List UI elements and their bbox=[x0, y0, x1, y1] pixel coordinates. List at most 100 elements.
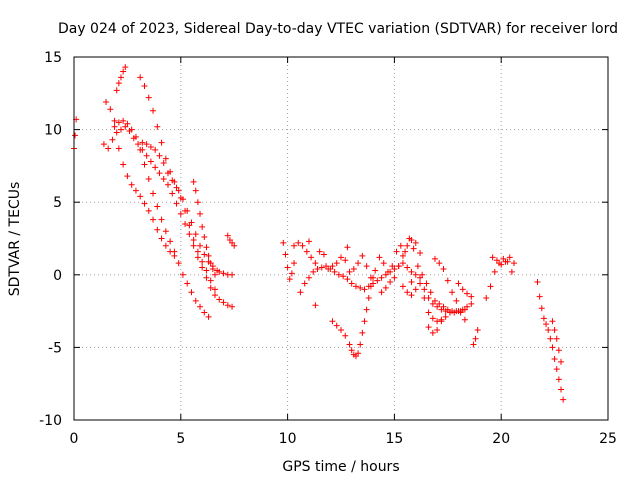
data-point bbox=[346, 341, 353, 348]
data-point bbox=[370, 274, 377, 281]
data-point bbox=[132, 187, 139, 194]
data-point bbox=[203, 274, 210, 281]
data-point bbox=[137, 74, 144, 81]
data-point bbox=[438, 306, 445, 313]
data-point bbox=[107, 106, 114, 113]
data-point bbox=[301, 280, 308, 287]
series-outliers bbox=[305, 238, 415, 309]
data-point bbox=[461, 316, 468, 323]
data-point bbox=[145, 207, 152, 214]
data-point bbox=[412, 271, 419, 278]
data-point bbox=[143, 141, 150, 148]
data-point bbox=[558, 358, 565, 365]
series-s11 bbox=[291, 235, 468, 315]
data-point bbox=[421, 295, 428, 302]
data-point bbox=[211, 271, 218, 278]
data-point bbox=[158, 235, 165, 242]
x-tick-label: 20 bbox=[492, 431, 510, 447]
data-point bbox=[207, 284, 214, 291]
data-point bbox=[436, 260, 443, 267]
data-point bbox=[412, 239, 419, 246]
data-point bbox=[128, 126, 135, 133]
data-point bbox=[113, 129, 120, 136]
data-point bbox=[361, 286, 368, 293]
data-point bbox=[425, 324, 432, 331]
data-point bbox=[545, 326, 552, 333]
data-point bbox=[380, 260, 387, 267]
data-point bbox=[162, 242, 169, 249]
data-point bbox=[357, 341, 364, 348]
data-point bbox=[412, 286, 419, 293]
series-s6 bbox=[139, 139, 218, 293]
data-point bbox=[150, 216, 157, 223]
data-point bbox=[288, 270, 295, 277]
data-point bbox=[199, 264, 206, 271]
data-point bbox=[446, 309, 453, 316]
data-point bbox=[444, 277, 451, 284]
data-point bbox=[120, 68, 127, 75]
y-tick-label: 15 bbox=[44, 50, 62, 66]
data-point bbox=[397, 242, 404, 249]
series-s2 bbox=[111, 117, 212, 320]
data-point bbox=[231, 242, 238, 249]
data-point bbox=[162, 228, 169, 235]
data-point bbox=[331, 268, 338, 275]
data-point bbox=[440, 265, 447, 272]
x-tick-label: 15 bbox=[385, 431, 403, 447]
data-point bbox=[355, 260, 362, 267]
x-tick-label: 0 bbox=[70, 431, 79, 447]
data-point bbox=[220, 299, 227, 306]
data-point bbox=[310, 268, 317, 275]
data-point bbox=[177, 194, 184, 201]
data-point bbox=[423, 280, 430, 287]
data-point bbox=[137, 146, 144, 153]
data-point bbox=[308, 254, 315, 261]
data-point bbox=[111, 117, 118, 124]
data-point bbox=[365, 295, 372, 302]
axis-ticks: 0 5 10 15 20 25 -10 -5 0 5 10 15 bbox=[39, 50, 617, 447]
data-point bbox=[224, 232, 231, 239]
data-point bbox=[468, 300, 475, 307]
series-s9 bbox=[216, 268, 236, 278]
y-tick-label: 5 bbox=[53, 195, 62, 211]
data-point bbox=[291, 242, 298, 249]
data-point bbox=[429, 300, 436, 307]
data-point bbox=[209, 265, 216, 272]
data-point bbox=[357, 284, 364, 291]
series-s22 bbox=[489, 254, 518, 268]
plot-border bbox=[73, 56, 609, 421]
data-point bbox=[141, 200, 148, 207]
data-point bbox=[186, 222, 193, 229]
data-point bbox=[205, 252, 212, 259]
data-point bbox=[122, 64, 129, 71]
series-s8 bbox=[224, 232, 238, 249]
data-point bbox=[502, 258, 509, 265]
data-point bbox=[299, 242, 306, 249]
data-point bbox=[464, 290, 471, 297]
data-point bbox=[359, 252, 366, 259]
series-s17 bbox=[425, 318, 445, 336]
data-point bbox=[115, 119, 122, 126]
data-point bbox=[211, 292, 218, 299]
data-point bbox=[376, 254, 383, 261]
data-point bbox=[378, 274, 385, 281]
x-tick-label: 5 bbox=[176, 431, 185, 447]
series-s15 bbox=[399, 280, 475, 316]
data-point bbox=[160, 175, 167, 182]
series-s1 bbox=[100, 123, 236, 310]
data-point bbox=[295, 239, 302, 246]
data-point bbox=[194, 254, 201, 261]
series-s19 bbox=[455, 280, 475, 300]
data-point bbox=[203, 267, 210, 274]
series-s14 bbox=[378, 236, 424, 296]
data-point bbox=[145, 94, 152, 101]
series-s3 bbox=[103, 99, 178, 259]
x-tick-label: 25 bbox=[599, 431, 617, 447]
data-point bbox=[105, 145, 112, 152]
data-point bbox=[455, 280, 462, 287]
data-point bbox=[154, 203, 161, 210]
data-point bbox=[352, 283, 359, 290]
data-point bbox=[115, 145, 122, 152]
data-point bbox=[216, 268, 223, 275]
data-point bbox=[340, 273, 347, 280]
